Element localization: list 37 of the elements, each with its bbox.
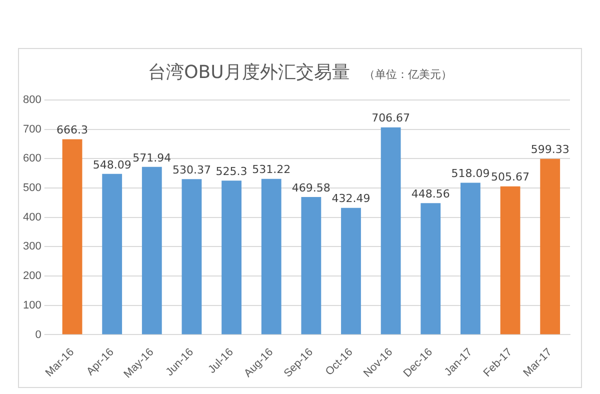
bar bbox=[142, 166, 162, 334]
data-label: 571.94 bbox=[132, 151, 172, 164]
bar bbox=[540, 158, 560, 334]
data-label: 548.09 bbox=[92, 158, 132, 172]
chart-title: 台湾OBU月度外汇交易量 bbox=[148, 62, 350, 83]
y-tick-label: 400 bbox=[22, 211, 42, 224]
y-tick-label: 500 bbox=[22, 182, 42, 194]
data-label: 448.56 bbox=[411, 187, 450, 200]
bar bbox=[341, 208, 361, 334]
data-label: 706.67 bbox=[372, 112, 410, 125]
data-label: 530.37 bbox=[172, 163, 211, 176]
bar bbox=[380, 127, 401, 334]
data-label: 531.22 bbox=[252, 163, 291, 176]
data-label: 505.67 bbox=[491, 170, 530, 184]
y-tick-label: 700 bbox=[22, 123, 42, 136]
data-label: 599.33 bbox=[530, 143, 570, 156]
bar bbox=[261, 178, 282, 334]
data-label: 666.3 bbox=[56, 124, 88, 137]
y-tick-label: 600 bbox=[22, 152, 42, 165]
y-tick-label: 800 bbox=[22, 94, 42, 106]
y-tick-label: 300 bbox=[22, 240, 42, 253]
bar bbox=[102, 174, 122, 334]
data-label: 469.58 bbox=[292, 181, 330, 194]
bar bbox=[62, 139, 82, 334]
bar bbox=[500, 186, 520, 334]
bar bbox=[182, 179, 202, 334]
bar bbox=[301, 196, 322, 334]
y-tick-label: 100 bbox=[22, 299, 42, 312]
bar bbox=[222, 180, 242, 334]
data-label: 525.3 bbox=[216, 164, 248, 178]
bar bbox=[460, 182, 480, 334]
data-label: 518.09 bbox=[451, 167, 490, 180]
y-tick-label: 0 bbox=[35, 328, 42, 341]
data-label: 432.49 bbox=[332, 192, 370, 206]
bar bbox=[420, 203, 441, 334]
y-tick-label: 200 bbox=[22, 270, 42, 282]
chart-subtitle: （单位：亿美元） bbox=[364, 68, 452, 81]
